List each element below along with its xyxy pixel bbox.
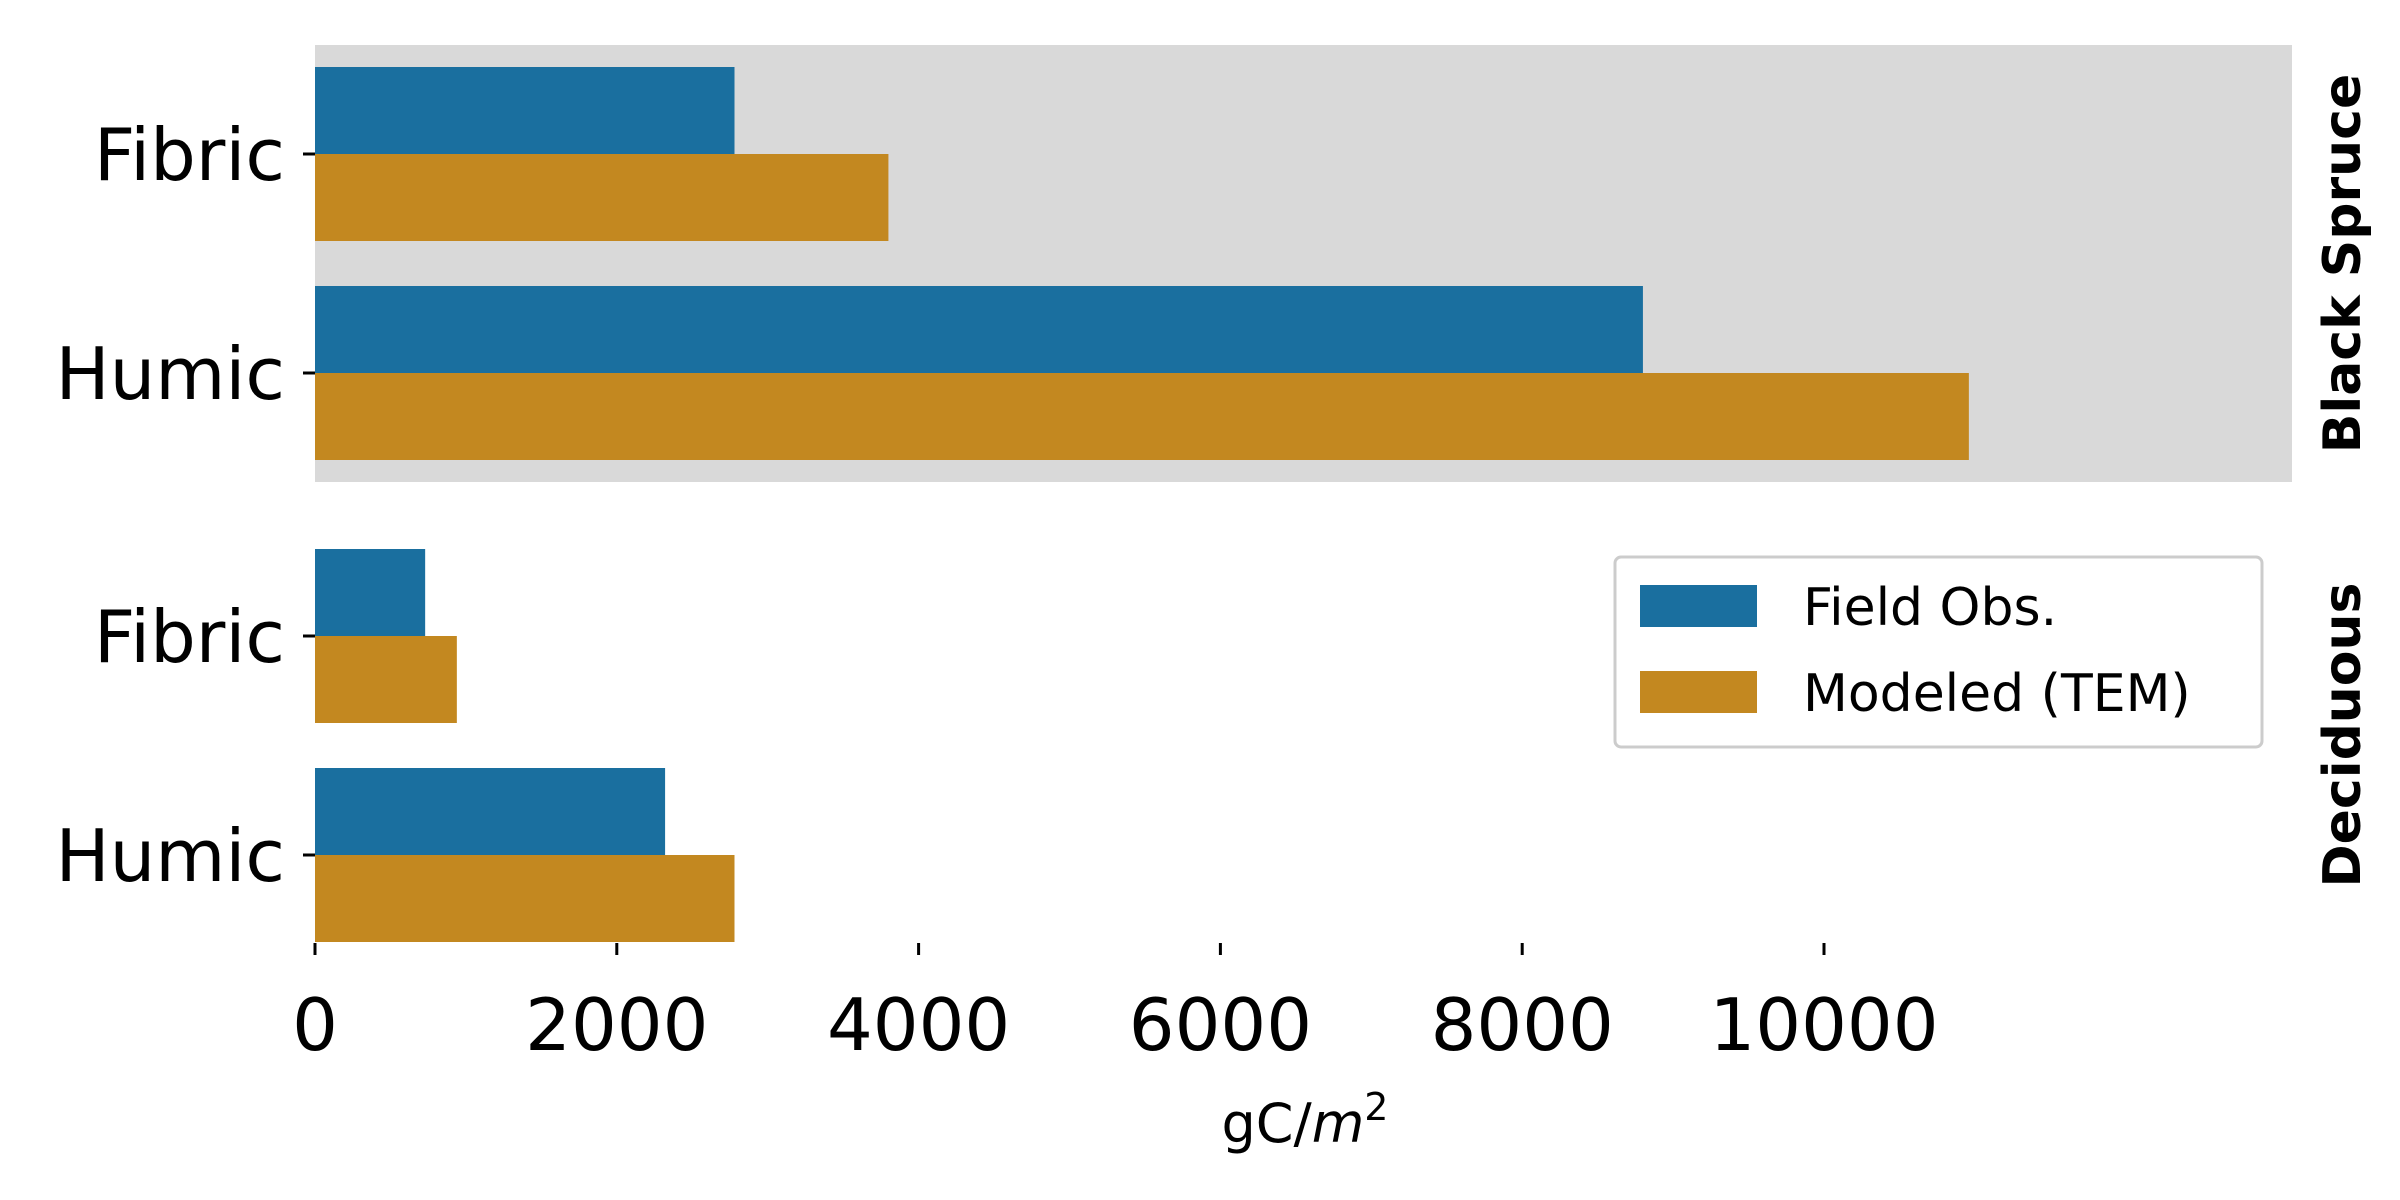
x-axis-label: gC/m2	[1222, 1085, 1389, 1155]
x-tick-label-2000: 2000	[525, 983, 708, 1067]
bar-deciduous-humic-field-obs	[315, 768, 666, 855]
facet-panel-black-spruce: Fibric Humic Black Spruce	[56, 45, 2373, 482]
y-tick-label-humic: Humic	[56, 332, 286, 416]
bar-deciduous-fibric-field-obs	[315, 549, 426, 636]
x-tick-label-10000: 10000	[1709, 983, 1938, 1067]
bar-black-spruce-fibric-field-obs	[315, 67, 735, 154]
bar-black-spruce-humic-field-obs	[315, 286, 1643, 373]
legend-swatch-modeled-tem	[1640, 671, 1757, 713]
facet-label-black-spruce: Black Spruce	[2313, 74, 2373, 454]
facets-layer: Fibric Humic Black Spruce Fibric Humic Decidu…	[56, 45, 2373, 943]
facet-label-deciduous: Deciduous	[2313, 582, 2373, 887]
x-tick-label-6000: 6000	[1129, 983, 1312, 1067]
legend-frame	[1613, 555, 2264, 749]
legend-label-modeled-tem: Modeled (TEM)	[1803, 664, 2191, 724]
legend-swatch-field-obs	[1640, 585, 1757, 627]
legend: Field Obs. Modeled (TEM)	[1613, 555, 2264, 749]
y-tick-label-humic: Humic	[56, 814, 286, 898]
y-tick-label-fibric: Fibric	[94, 595, 285, 679]
bar-black-spruce-fibric-modeled-tem	[315, 154, 889, 241]
y-tick-label-fibric: Fibric	[94, 113, 285, 197]
bar-black-spruce-humic-modeled-tem	[315, 373, 1969, 460]
legend-label-field-obs: Field Obs.	[1803, 578, 2057, 638]
x-axis: 0 2000 4000 6000 8000 10000	[292, 943, 1939, 1067]
x-tick-label-8000: 8000	[1431, 983, 1614, 1067]
bar-deciduous-fibric-modeled-tem	[315, 636, 457, 723]
bar-deciduous-humic-modeled-tem	[315, 855, 735, 942]
facet-panel-deciduous: Fibric Humic Deciduous	[56, 527, 2373, 943]
x-tick-label-0: 0	[292, 983, 338, 1067]
x-tick-label-4000: 4000	[827, 983, 1010, 1067]
